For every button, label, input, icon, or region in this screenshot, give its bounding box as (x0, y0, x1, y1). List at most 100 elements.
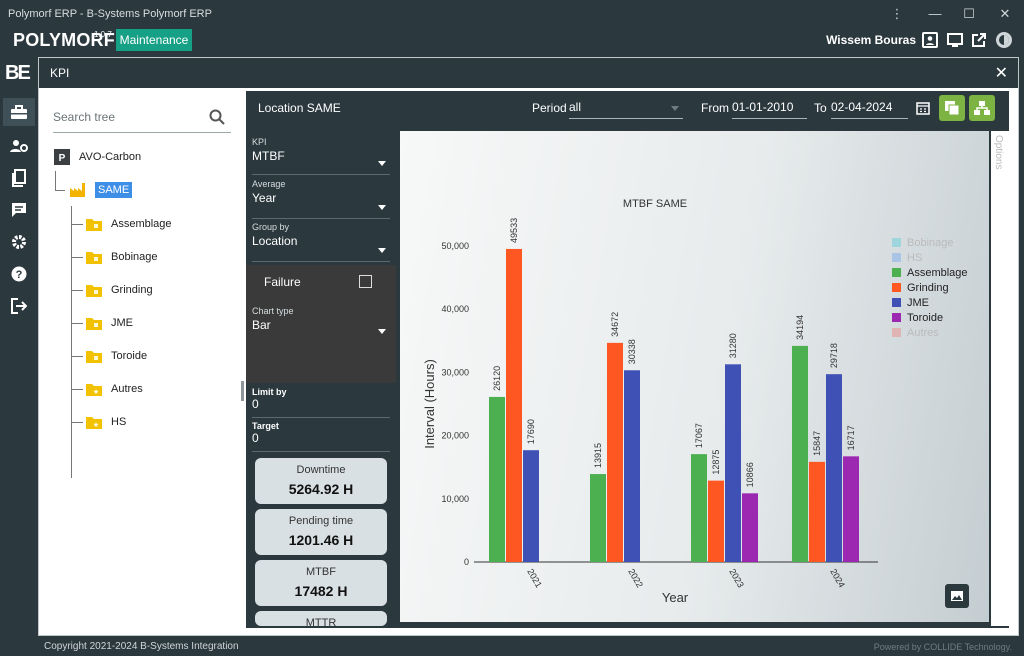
bar-value-label: 49533 (509, 218, 519, 243)
kpi-card-mttr: MTTR 1 H (255, 611, 387, 626)
copy-button[interactable] (939, 95, 965, 121)
bar-value-label: 13915 (593, 443, 603, 468)
logout-icon[interactable] (7, 294, 31, 318)
star-folder-icon: ★ (86, 417, 102, 429)
from-date-input[interactable]: 01-01-2010 (732, 97, 807, 119)
bar-toroide (843, 456, 859, 562)
toolbox-icon[interactable] (3, 98, 35, 126)
help-icon[interactable]: ? (7, 262, 31, 286)
bar-value-label: 12875 (711, 450, 721, 475)
tree-node-child[interactable]: ★ HS (85, 414, 126, 430)
from-label: From (701, 101, 729, 115)
external-link-icon[interactable] (970, 31, 988, 49)
period-select[interactable]: all (569, 97, 683, 119)
charttype-select-value: Bar (252, 318, 271, 332)
tree-node-child[interactable]: Grinding (85, 282, 153, 298)
bar-toroide (742, 493, 758, 562)
calendar-icon[interactable] (916, 101, 930, 115)
tree-node-root[interactable]: P AVO-Carbon (53, 149, 141, 165)
target-label: Target (252, 421, 279, 431)
legend-item: Toroide (907, 312, 943, 324)
bar-jme (725, 364, 741, 562)
close-icon[interactable]: ✕ (994, 65, 1008, 82)
search-input[interactable]: Search tree (53, 109, 116, 124)
options-strip[interactable]: Options (991, 131, 1009, 626)
y-tick-label: 50,000 (441, 241, 469, 251)
bar-grinding (506, 248, 522, 562)
user-settings-icon[interactable] (7, 134, 31, 158)
folder-icon (86, 318, 102, 330)
average-select[interactable]: Average Year (252, 179, 390, 219)
to-label: To (814, 101, 827, 115)
close-window-button[interactable]: ✕ (999, 5, 1011, 21)
tree-node-label: Autres (111, 383, 143, 395)
more-options-icon[interactable]: ⋮ (890, 5, 904, 21)
mode-badge[interactable]: Maintenance (116, 29, 192, 51)
y-tick-label: 20,000 (441, 431, 469, 441)
minimize-button[interactable]: — (928, 6, 942, 21)
legend-item: HS (907, 252, 922, 264)
profile-icon[interactable] (921, 31, 939, 49)
target-value[interactable]: 0 (252, 431, 259, 445)
kpi-card-title: Downtime (296, 464, 346, 476)
kpi-card-downtime: Downtime 5264.92 H (255, 458, 387, 504)
panel-splitter[interactable] (241, 381, 244, 401)
bar-value-label: 34194 (795, 315, 805, 340)
brand-logo: BE (5, 62, 31, 84)
bar-value-label: 10866 (745, 462, 755, 487)
folder-icon (86, 285, 102, 297)
chevron-down-icon (378, 161, 386, 166)
legend-swatch (892, 238, 901, 247)
to-date-input[interactable]: 02-04-2024 (831, 97, 908, 119)
tree-node-child[interactable]: ★ Autres (85, 381, 143, 397)
kpi-window: KPI ✕ Search tree P AVO-Carbon SAME Asse… (38, 57, 1019, 636)
tree-node-selected[interactable]: SAME (69, 182, 133, 198)
limit-value[interactable]: 0 (252, 397, 259, 411)
tree-node-label: JME (111, 317, 133, 329)
kpi-card-title: Pending time (288, 515, 354, 527)
tree-node-child[interactable]: Assemblage (85, 216, 172, 232)
legend-item: Grinding (907, 282, 949, 294)
hierarchy-button[interactable] (969, 95, 995, 121)
kpi-select[interactable]: KPI MTBF (252, 137, 390, 175)
bar-assemblage (590, 474, 606, 562)
kpi-card-value: 1201.46 H (288, 532, 354, 548)
kpi-main-panel: Location SAME Period all From 01-01-2010… (246, 91, 1009, 628)
limit-input[interactable]: Limit by 0 (252, 387, 390, 418)
tree-node-child[interactable]: Bobinage (85, 249, 158, 265)
average-select-value: Year (252, 191, 277, 205)
charttype-select[interactable]: Chart type Bar (252, 306, 390, 342)
tree-node-child[interactable]: JME (85, 315, 133, 331)
bar-grinding (809, 461, 825, 562)
chat-icon[interactable] (7, 198, 31, 222)
groupby-select[interactable]: Group by Location (252, 222, 390, 262)
powered-by-text: Powered by COLLIDE Technology. (873, 642, 1012, 652)
tree-node-child[interactable]: Toroide (85, 348, 147, 364)
user-name[interactable]: Wissem Bouras (826, 33, 916, 47)
screen-icon[interactable] (946, 31, 964, 49)
legend-swatch (892, 298, 901, 307)
charttype-select-label: Chart type (252, 306, 294, 316)
maximize-button[interactable]: ☐ (963, 5, 975, 21)
chevron-down-icon (378, 205, 386, 210)
target-input[interactable]: Target 0 (252, 421, 390, 452)
legend-item: Assemblage (907, 267, 968, 279)
tree-node-label: HS (111, 416, 127, 428)
bar-grinding (607, 342, 623, 562)
chart-title: MTBF SAME (623, 198, 687, 210)
average-select-label: Average (252, 179, 286, 189)
kpi-controls: KPI MTBF Average Year Group by Location … (246, 131, 396, 626)
export-image-button[interactable] (945, 584, 969, 608)
search-tree-field[interactable]: Search tree (53, 101, 231, 133)
search-icon[interactable] (209, 109, 225, 125)
gear-icon[interactable] (7, 230, 31, 254)
documents-icon[interactable] (7, 166, 31, 190)
bar-value-label: 30338 (627, 339, 637, 364)
failure-checkbox[interactable] (359, 275, 372, 288)
image-icon (951, 591, 963, 601)
tree-node-label: Grinding (111, 284, 153, 296)
bar-value-label: 17067 (694, 423, 704, 448)
kpi-card-title: MTBF (306, 566, 336, 578)
theme-toggle-icon[interactable] (995, 31, 1013, 49)
kpi-card-value: 17482 H (294, 583, 348, 599)
